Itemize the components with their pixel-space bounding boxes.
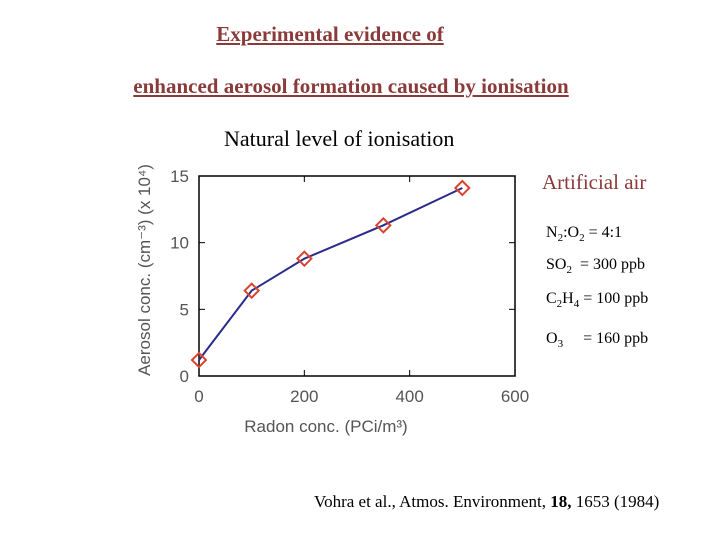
x-tick-label: 200 [290,387,318,406]
condition-o3: O3 = 160 ppb [546,330,649,351]
data-point-marker [374,216,392,234]
condition-n2o2: N2:O2 = 4:1 [546,224,623,245]
subtitle: Natural level of ionisation [224,126,455,151]
y-tick-label: 0 [180,367,189,386]
y-tick-label: 15 [170,167,189,186]
citation: Vohra et al., Atmos. Environment, 18, 16… [314,492,660,511]
condition-so2: SO2 = 300 ppb [546,256,645,277]
title-line-2: enhanced aerosol formation caused by ion… [133,74,569,98]
y-tick-label: 10 [170,234,189,253]
x-axis-label: Radon conc. (PCi/m³) [244,417,407,436]
y-tick-label: 5 [180,300,189,319]
data-point-marker [453,179,471,197]
x-tick-label: 0 [194,387,203,406]
y-axis-label: Aerosol conc. (cm⁻³) (x 10⁴) [135,164,154,376]
title-line-1: Experimental evidence of [216,22,444,46]
data-point-marker [243,282,261,300]
series-line [198,187,463,361]
condition-c2h4: C2H4 = 100 ppb [546,290,649,311]
data-point-marker [295,250,313,268]
x-tick-label: 400 [395,387,423,406]
x-tick-label: 600 [501,387,529,406]
data-point-marker [190,351,208,369]
conditions-heading: Artificial air [542,170,647,194]
plot-frame [198,175,516,377]
